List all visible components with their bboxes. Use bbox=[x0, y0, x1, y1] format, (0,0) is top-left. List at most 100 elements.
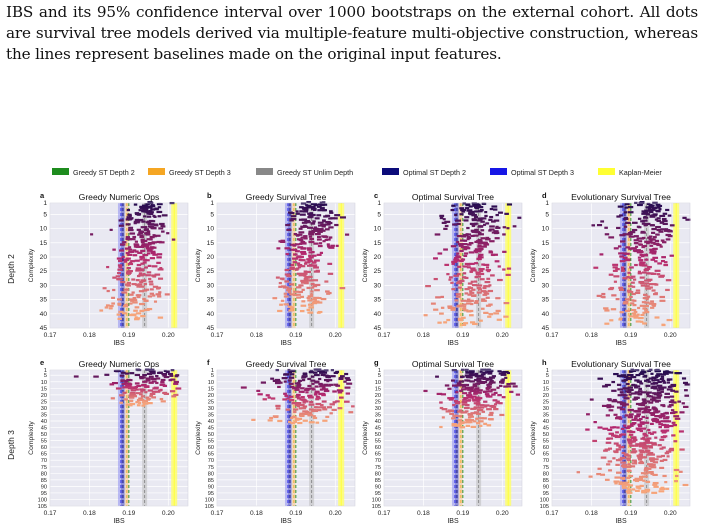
scatter-point bbox=[461, 210, 466, 213]
scatter-point bbox=[469, 270, 473, 273]
scatter-point bbox=[329, 403, 335, 406]
scatter-point bbox=[638, 461, 645, 465]
scatter-point bbox=[616, 215, 621, 218]
scatter-point bbox=[476, 408, 482, 412]
scatter-point bbox=[139, 258, 143, 261]
scatter-point bbox=[118, 265, 123, 269]
scatter-point bbox=[308, 254, 312, 257]
scatter-point bbox=[641, 210, 646, 213]
scatter-point bbox=[289, 219, 294, 222]
scatter-point bbox=[621, 451, 626, 455]
scatter-point bbox=[639, 202, 644, 205]
scatter-point bbox=[477, 248, 482, 251]
scatter-point bbox=[497, 265, 501, 268]
scatter-point bbox=[461, 388, 467, 391]
y-tick-label: 45 bbox=[41, 426, 47, 432]
scatter-point bbox=[643, 469, 649, 472]
scatter-point bbox=[640, 369, 645, 372]
scatter-point bbox=[602, 385, 608, 388]
scatter-point bbox=[302, 405, 308, 408]
scatter-point bbox=[467, 413, 473, 416]
scatter-point bbox=[148, 202, 153, 205]
scatter-point bbox=[457, 410, 463, 413]
scatter-point bbox=[667, 235, 673, 238]
x-axis-label: IBS bbox=[280, 340, 292, 347]
scatter-point bbox=[609, 426, 615, 429]
scatter-point bbox=[661, 379, 666, 383]
scatter-point bbox=[148, 381, 154, 384]
scatter-point bbox=[649, 248, 655, 251]
scatter-point bbox=[636, 237, 642, 240]
scatter-point bbox=[299, 309, 305, 313]
scatter-point bbox=[665, 233, 672, 237]
scatter-point bbox=[635, 402, 642, 406]
scatter-point bbox=[629, 370, 633, 373]
scatter-point bbox=[138, 274, 144, 277]
scatter-point bbox=[297, 379, 302, 382]
scatter-point bbox=[631, 462, 638, 465]
scatter-point bbox=[300, 225, 305, 229]
scatter-point bbox=[439, 214, 445, 217]
scatter-point bbox=[647, 265, 652, 269]
scatter-point bbox=[665, 429, 670, 432]
scatter-point bbox=[314, 391, 320, 394]
scatter-point bbox=[468, 370, 475, 374]
scatter-point bbox=[104, 306, 109, 309]
scatter-point bbox=[639, 282, 645, 285]
scatter-point bbox=[469, 380, 475, 383]
scatter-point bbox=[596, 223, 603, 227]
scatter-point bbox=[312, 416, 318, 420]
scatter-point bbox=[657, 444, 662, 447]
scatter-point bbox=[614, 435, 621, 439]
scatter-point bbox=[450, 245, 457, 248]
scatter-point bbox=[652, 419, 658, 423]
scatter-point bbox=[351, 405, 355, 408]
scatter-point bbox=[308, 251, 313, 254]
scatter-point bbox=[343, 380, 347, 383]
scatter-point bbox=[146, 205, 151, 208]
y-tick-label: 40 bbox=[375, 419, 381, 425]
scatter-point bbox=[146, 271, 152, 274]
scatter-point bbox=[148, 209, 153, 213]
scatter-point bbox=[654, 458, 659, 461]
scatter-point bbox=[126, 284, 131, 287]
scatter-point bbox=[130, 393, 136, 396]
scatter-point bbox=[623, 211, 628, 214]
scatter-point bbox=[324, 228, 330, 231]
scatter-point bbox=[131, 278, 136, 281]
scatter-point bbox=[155, 293, 161, 296]
scatter-point bbox=[291, 402, 298, 405]
scatter-point bbox=[134, 318, 140, 321]
y-tick-label: 90 bbox=[375, 484, 381, 490]
scatter-point bbox=[624, 202, 630, 206]
scatter-point bbox=[138, 232, 143, 235]
scatter-point bbox=[477, 256, 481, 259]
scatter-point bbox=[174, 375, 179, 378]
scatter-point bbox=[143, 210, 150, 213]
scatter-point bbox=[150, 246, 155, 249]
scatter-point bbox=[298, 227, 303, 230]
legend-swatch bbox=[490, 168, 507, 175]
scatter-point bbox=[645, 480, 651, 483]
scatter-point bbox=[159, 397, 164, 401]
scatter-point bbox=[480, 220, 485, 223]
scatter-point bbox=[506, 371, 510, 375]
scatter-point bbox=[617, 205, 624, 208]
y-tick-label: 15 bbox=[40, 240, 48, 247]
scatter-point bbox=[635, 320, 641, 323]
scatter-point bbox=[134, 382, 140, 385]
scatter-point bbox=[474, 262, 479, 265]
y-tick-label: 1 bbox=[210, 200, 214, 207]
scatter-point bbox=[611, 389, 617, 392]
scatter-point bbox=[663, 417, 669, 420]
scatter-point bbox=[661, 446, 666, 449]
scatter-point bbox=[659, 295, 665, 299]
scatter-point bbox=[313, 242, 319, 245]
scatter-point bbox=[649, 458, 655, 461]
scatter-point bbox=[313, 204, 318, 207]
scatter-point bbox=[619, 374, 625, 377]
scatter-point bbox=[145, 379, 151, 382]
scatter-point bbox=[109, 304, 114, 308]
scatter-point bbox=[668, 371, 674, 374]
scatter-point bbox=[307, 311, 314, 314]
